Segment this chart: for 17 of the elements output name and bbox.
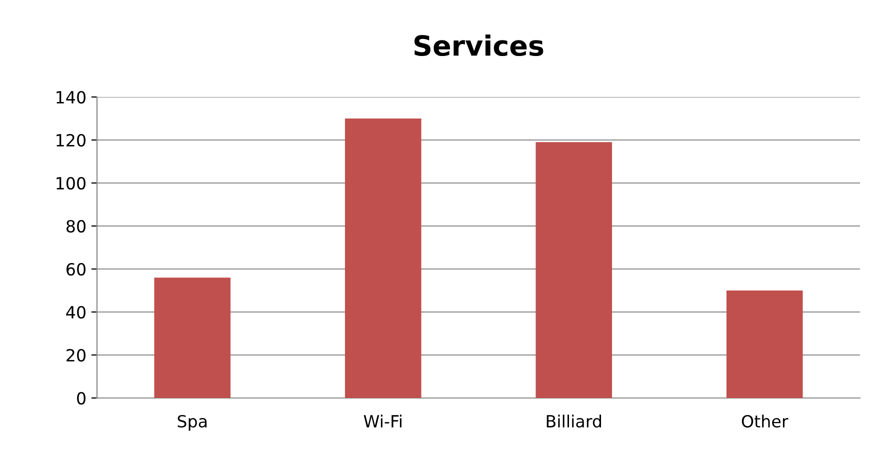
bar [726,290,803,398]
x-tick-label: Spa [178,414,207,431]
y-tick-label: 80 [66,220,86,233]
x-tick-label: Wi-Fi [364,414,402,428]
y-tick-label: 0 [77,392,86,405]
y-tick-label: 100 [56,176,86,190]
bar [344,118,422,398]
x-tick-label: Billiard [546,414,602,428]
y-tick-label: 20 [66,348,86,362]
bar [536,142,612,398]
y-tick-label: 60 [66,262,86,276]
y-tick-label: 40 [66,306,86,319]
y-tick-label: 140 [56,90,86,104]
x-tick-label: Other [742,414,788,428]
chart-title: Services [414,34,544,56]
y-tick-label: 120 [56,134,86,147]
bar [154,278,231,398]
